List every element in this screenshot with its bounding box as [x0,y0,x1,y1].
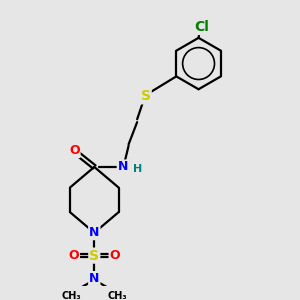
Text: S: S [89,249,99,262]
Text: O: O [69,144,80,157]
Text: O: O [68,249,79,262]
Text: S: S [141,89,151,103]
Text: N: N [118,160,128,173]
Text: O: O [110,249,120,262]
Text: Cl: Cl [194,20,209,34]
Text: H: H [133,164,142,174]
Text: N: N [89,272,100,285]
Text: N: N [89,226,100,239]
Text: CH₃: CH₃ [107,291,127,300]
Text: CH₃: CH₃ [61,291,81,300]
